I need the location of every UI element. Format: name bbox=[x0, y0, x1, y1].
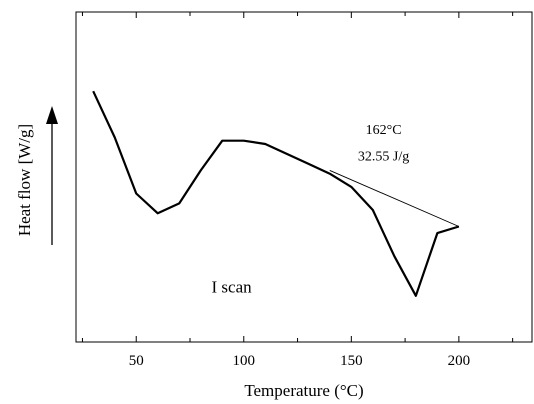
integration-baseline bbox=[329, 169, 460, 227]
x-tick-label: 200 bbox=[448, 353, 471, 369]
x-tick-label: 150 bbox=[340, 353, 363, 369]
y-axis-title: Heat flow [W/g] bbox=[15, 124, 34, 236]
y-direction-arrow bbox=[46, 106, 58, 245]
x-axis-tick-labels: 50 100 150 200 bbox=[129, 353, 470, 369]
x-tick-label: 50 bbox=[129, 353, 144, 369]
enthalpy-annotation: 32.55 J/g bbox=[358, 150, 409, 165]
x-tick-label: 100 bbox=[233, 353, 256, 369]
heat-flow-curve bbox=[92, 90, 460, 297]
peak-temperature-annotation: 162°C bbox=[366, 123, 402, 138]
x-axis-ticks bbox=[81, 12, 514, 342]
scan-label: I scan bbox=[212, 278, 253, 297]
y-arrow-head bbox=[46, 106, 58, 124]
series-layer bbox=[92, 90, 460, 297]
x-axis-title: Temperature (°C) bbox=[244, 381, 363, 400]
plot-frame bbox=[75, 11, 533, 343]
